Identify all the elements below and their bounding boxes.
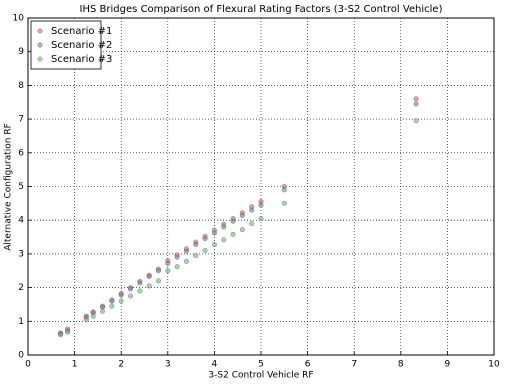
point xyxy=(174,264,180,270)
x-tick-label: 8 xyxy=(398,360,404,370)
legend-label: Scenario #1 xyxy=(51,26,112,37)
point xyxy=(118,298,124,304)
point xyxy=(211,230,217,236)
y-tick-label: 1 xyxy=(18,317,24,327)
point xyxy=(165,260,171,266)
point xyxy=(258,215,264,222)
x-tick-label: 0 xyxy=(25,360,31,370)
point xyxy=(65,329,71,335)
point xyxy=(118,292,124,298)
point xyxy=(413,96,419,102)
point xyxy=(127,293,134,299)
legend-marker xyxy=(37,56,43,62)
legend-marker xyxy=(37,28,43,34)
y-tick-label: 10 xyxy=(13,14,25,24)
point xyxy=(58,332,64,338)
point xyxy=(146,273,152,280)
plot-frame xyxy=(27,17,495,356)
point xyxy=(155,268,162,274)
point xyxy=(193,253,199,259)
x-axis-label: 3-S2 Control Vehicle RF xyxy=(208,371,313,381)
y-tick-label: 2 xyxy=(18,283,24,293)
legend-label: Scenario #2 xyxy=(51,40,112,51)
point xyxy=(281,200,287,206)
point xyxy=(230,218,236,224)
y-tick-label: 0 xyxy=(18,351,24,361)
chart-title: IHS Bridges Comparison of Flexural Ratin… xyxy=(80,4,443,15)
point xyxy=(83,317,89,323)
point xyxy=(221,237,227,243)
y-tick-label: 3 xyxy=(18,249,24,259)
legend-marker xyxy=(37,42,43,48)
point xyxy=(183,258,189,264)
point xyxy=(413,118,419,124)
legend-box xyxy=(30,20,102,70)
point xyxy=(230,231,236,237)
point xyxy=(90,313,96,319)
point xyxy=(137,280,143,286)
y-tick-label: 5 xyxy=(18,182,24,192)
point xyxy=(258,202,264,208)
point xyxy=(249,207,255,213)
point xyxy=(100,308,106,314)
point xyxy=(109,303,115,309)
x-tick-label: 2 xyxy=(118,360,124,370)
y-tick-label: 6 xyxy=(18,148,24,158)
point xyxy=(109,298,115,304)
point xyxy=(165,268,171,274)
x-tick-label: 6 xyxy=(305,360,311,370)
point xyxy=(281,187,287,193)
point xyxy=(202,236,208,242)
point xyxy=(211,241,217,248)
legend-label: Scenario #3 xyxy=(51,54,112,65)
point xyxy=(239,227,245,233)
point xyxy=(193,241,199,248)
point xyxy=(221,224,227,230)
point xyxy=(146,283,152,289)
point xyxy=(137,288,143,294)
point xyxy=(155,278,162,284)
x-tick-label: 5 xyxy=(258,360,264,370)
y-tick-label: 9 xyxy=(18,47,24,57)
point xyxy=(413,101,419,107)
x-tick-label: 9 xyxy=(445,360,451,370)
point xyxy=(127,286,134,292)
point xyxy=(249,221,255,227)
y-tick-label: 7 xyxy=(18,115,24,125)
point xyxy=(239,212,245,219)
y-tick-label: 4 xyxy=(18,216,24,226)
x-tick-label: 7 xyxy=(351,360,357,370)
point xyxy=(183,248,189,254)
point xyxy=(202,247,208,254)
x-tick-label: 1 xyxy=(72,360,78,370)
x-tick-label: 4 xyxy=(212,360,218,370)
x-tick-label: 3 xyxy=(165,360,171,370)
x-tick-label: 10 xyxy=(488,360,500,370)
y-axis-label: Alternative Configuration RF xyxy=(4,123,14,251)
point xyxy=(174,254,180,260)
y-tick-label: 8 xyxy=(18,81,24,91)
